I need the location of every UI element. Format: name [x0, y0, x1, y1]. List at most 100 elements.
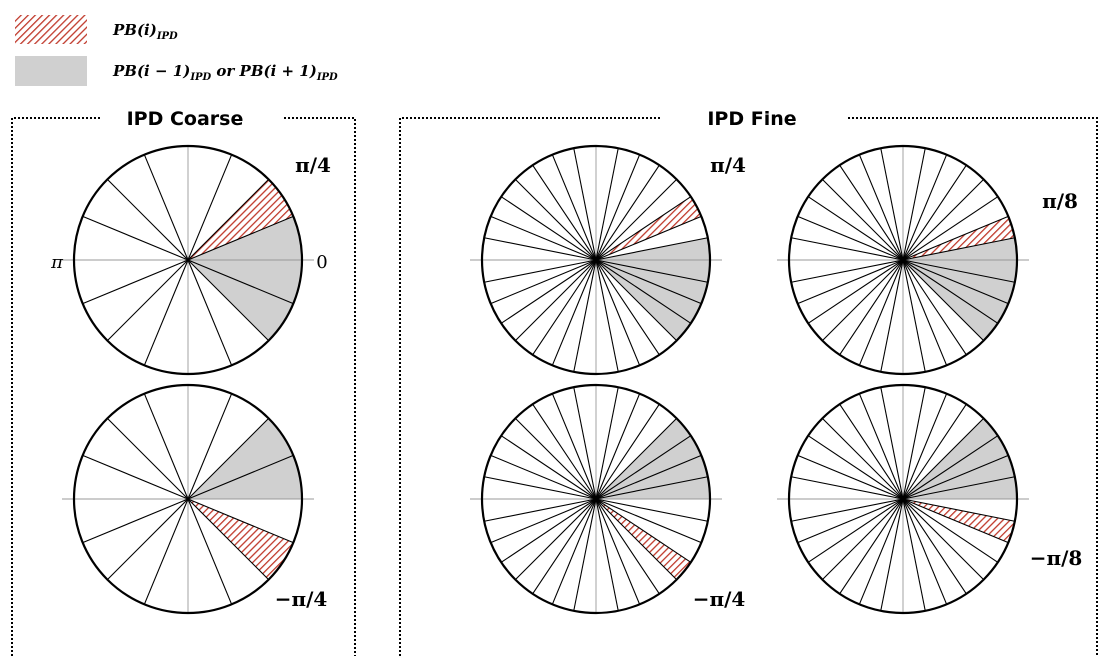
sector-boundary	[595, 435, 692, 500]
legend-swatch-gray	[15, 56, 87, 86]
panel-coarse: IPD Coarse	[11, 108, 356, 656]
wheel-outline	[72, 383, 304, 615]
phase-wheel-fine-b-top	[777, 144, 1029, 376]
sector-boundary	[595, 237, 708, 261]
sector-boundary	[551, 393, 597, 500]
sector-boundary	[880, 498, 904, 611]
sector-boundary	[822, 179, 904, 261]
active-sector	[903, 216, 1015, 260]
panel-fine-border	[399, 117, 1098, 656]
sector-boundary	[187, 259, 269, 341]
sector-boundary	[807, 435, 904, 500]
sector-boundary	[807, 498, 904, 563]
sector-boundary	[791, 259, 904, 283]
sector-boundary	[839, 259, 904, 356]
sector-boundary	[902, 498, 999, 563]
label-fine-a-top-angle: π/4	[710, 153, 746, 177]
sector-boundary	[187, 498, 294, 544]
neighbor-sector	[188, 260, 302, 341]
sector-boundary	[822, 498, 904, 580]
sector-boundary	[143, 259, 189, 366]
sector-boundary	[143, 393, 189, 500]
sector-boundary	[532, 498, 597, 595]
sector-boundary	[187, 498, 233, 605]
sector-boundary	[595, 179, 677, 261]
sector-boundary	[902, 237, 1015, 261]
sector-boundary	[902, 259, 999, 324]
sector-boundary	[902, 476, 1015, 500]
sector-boundary	[595, 387, 619, 500]
sector-boundary	[595, 259, 677, 341]
sector-boundary	[595, 498, 692, 563]
sector-boundary	[551, 154, 597, 261]
sector-boundary	[902, 435, 999, 500]
sector-boundary	[880, 387, 904, 500]
sector-boundary	[490, 498, 597, 544]
sector-boundary	[187, 393, 233, 500]
sector-boundary	[515, 259, 597, 341]
sector-boundary	[484, 476, 597, 500]
sector-boundary	[551, 259, 597, 366]
phase-wheel-coarse-bottom	[62, 383, 314, 615]
phase-wheel-fine-b-bottom	[777, 383, 1029, 615]
label-fine-b-bottom-angle: −π/8	[1030, 546, 1083, 570]
sector-boundary	[595, 259, 692, 324]
sector-boundary	[902, 403, 967, 500]
sector-boundary	[902, 196, 999, 261]
label-fine-b-top-angle: π/8	[1042, 189, 1078, 213]
wheel-outline	[480, 383, 712, 615]
legend-label-neighbors: PB(i − 1)IPD or PB(i + 1)IPD	[112, 62, 338, 83]
panel-coarse-title: IPD Coarse	[127, 108, 244, 130]
sector-boundary	[187, 498, 269, 580]
sector-boundary	[858, 154, 904, 261]
legend-swatch-hatched	[15, 15, 87, 44]
sector-boundary	[573, 148, 597, 261]
wheel-outline	[480, 144, 712, 376]
panel-coarse-border	[11, 117, 356, 656]
label-pi: π	[50, 252, 64, 273]
sector-boundary	[532, 164, 597, 261]
sector-boundary	[902, 259, 984, 341]
sector-boundary	[107, 179, 189, 261]
active-sector	[188, 179, 294, 260]
sector-boundary	[490, 215, 597, 261]
sector-boundary	[595, 259, 619, 372]
neighbor-sector	[188, 418, 302, 499]
sector-boundary	[880, 259, 904, 372]
label-coarse-top-angle: π/4	[295, 153, 331, 177]
sector-boundary	[187, 179, 269, 261]
sector-boundary	[902, 179, 984, 261]
sector-boundary	[902, 498, 948, 605]
sector-boundary	[595, 215, 702, 261]
sector-boundary	[484, 237, 597, 261]
active-sector	[596, 196, 702, 260]
phase-wheel-coarse-top	[62, 144, 314, 376]
sector-boundary	[187, 418, 269, 500]
sector-boundary	[595, 403, 660, 500]
sector-boundary	[573, 387, 597, 500]
sector-boundary	[595, 498, 677, 580]
sector-boundary	[595, 196, 692, 261]
sector-boundary	[839, 498, 904, 595]
sector-boundary	[839, 403, 904, 500]
sector-boundary	[143, 154, 189, 261]
sector-boundary	[500, 259, 597, 324]
sector-boundary	[595, 498, 702, 544]
sector-boundary	[551, 498, 597, 605]
sector-boundary	[797, 259, 904, 305]
sector-boundary	[902, 259, 948, 366]
label-coarse-bottom-angle: −π/4	[275, 587, 328, 611]
wheel-outline	[787, 383, 1019, 615]
sector-boundary	[595, 148, 619, 261]
label-fine-a-bottom-angle: −π/4	[693, 587, 746, 611]
sector-boundary	[807, 196, 904, 261]
sector-boundary	[858, 259, 904, 366]
sector-boundary	[107, 259, 189, 341]
sector-boundary	[595, 154, 641, 261]
sector-boundary	[595, 454, 702, 500]
sector-boundary	[839, 164, 904, 261]
sector-boundary	[595, 164, 660, 261]
sector-boundary	[902, 498, 1015, 522]
sector-boundary	[595, 259, 641, 366]
